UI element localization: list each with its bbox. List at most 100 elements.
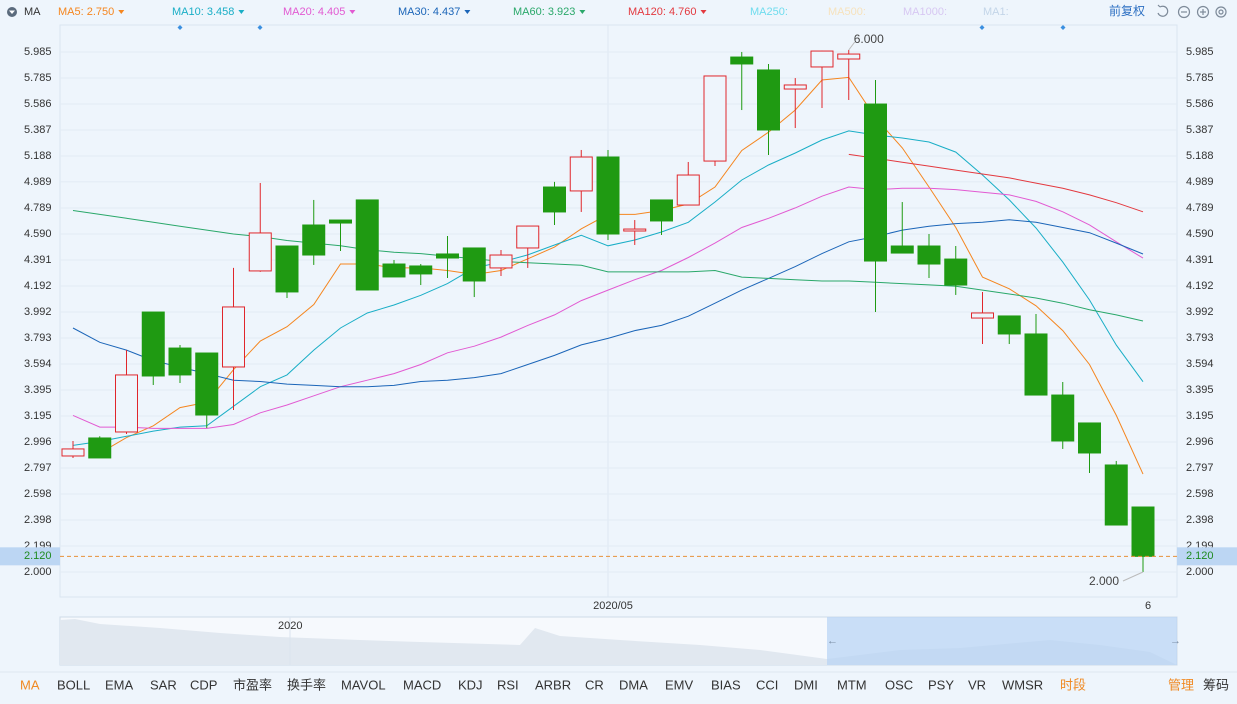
candle-body (650, 199, 673, 222)
zoom-out-icon[interactable] (1177, 5, 1191, 19)
y-tick-label: 5.586 (24, 98, 52, 110)
indicator-tab[interactable]: EMV (665, 677, 694, 692)
settings-icon[interactable] (1215, 6, 1227, 18)
indicator-tab[interactable]: RSI (497, 677, 519, 692)
annotation-leader (848, 41, 856, 51)
legend-entry[interactable]: MA60: 3.923 (513, 6, 575, 18)
legend-arrow (464, 10, 471, 14)
y-tick-label: 4.590 (24, 228, 52, 240)
y-tick-label-right: 2.996 (1186, 436, 1214, 448)
indicator-tab[interactable]: CCI (756, 677, 778, 692)
candle-body (917, 245, 941, 265)
indicator-tab[interactable]: SAR (150, 677, 177, 692)
tool-button[interactable]: 筹码 (1203, 677, 1229, 692)
indicator-tab[interactable]: CDP (190, 677, 217, 692)
ma-line (72, 219, 1144, 388)
price-tag (0, 547, 60, 566)
candle-body (569, 156, 593, 192)
candle-body (757, 69, 780, 131)
navigator-label: 2020 (278, 620, 302, 632)
candle-body (783, 84, 807, 90)
indicator-tab[interactable]: MTM (837, 677, 867, 692)
legend-arrow (700, 10, 707, 14)
indicator-tab[interactable]: OSC (885, 677, 913, 692)
navigator-handle[interactable]: ← (827, 635, 838, 647)
y-tick-label: 3.395 (24, 384, 52, 396)
annotation-label: 2.000 (1089, 574, 1119, 588)
legend-entry[interactable]: MA30: 4.437 (398, 6, 460, 18)
ma-line (99, 76, 1144, 475)
legend-arrow (118, 10, 125, 14)
candle-body (141, 311, 165, 377)
indicator-tab[interactable]: KDJ (458, 677, 483, 692)
price-label: 2.120 (24, 550, 52, 562)
candle-body (302, 224, 326, 256)
indicator-tab[interactable]: VR (968, 677, 986, 692)
indicator-tab[interactable]: 时段 (1060, 677, 1086, 692)
indicator-tab[interactable]: 换手率 (287, 677, 326, 692)
legend-entry[interactable]: MA120: 4.760 (628, 6, 697, 18)
y-tick-label: 2.000 (24, 566, 52, 578)
reset-icon[interactable] (1157, 4, 1169, 17)
indicator-tab[interactable]: PSY (928, 677, 954, 692)
y-tick-label-right: 5.586 (1186, 98, 1214, 110)
y-tick-label-right: 4.989 (1186, 176, 1214, 188)
candle-body (409, 265, 433, 275)
indicator-tab[interactable]: BIAS (711, 677, 741, 692)
price-tag (1177, 547, 1237, 566)
candle-body (275, 245, 299, 293)
y-tick-label: 4.989 (24, 176, 52, 188)
legend-arrow (579, 10, 586, 14)
indicator-tab[interactable]: ARBR (535, 677, 571, 692)
candle-body (837, 53, 861, 60)
candle-body (864, 103, 887, 262)
legend-entry[interactable]: MA5: 2.750 (58, 6, 114, 18)
legend-entry-inactive[interactable]: MA1000: (903, 6, 947, 18)
y-tick-label: 2.996 (24, 436, 52, 448)
indicator-tab[interactable]: MACD (403, 677, 441, 692)
indicator-tab[interactable]: MA (20, 677, 40, 692)
y-tick-label-right: 3.195 (1186, 410, 1214, 422)
candle-body (1131, 506, 1155, 557)
indicator-tab[interactable]: WMSR (1002, 677, 1043, 692)
ma-line (72, 130, 1144, 446)
candle-body (516, 225, 540, 249)
y-tick-label: 3.793 (24, 332, 52, 344)
indicator-tab[interactable]: EMA (105, 677, 134, 692)
legend-entry-inactive[interactable]: MA1: (983, 6, 1009, 18)
navigator-handle[interactable]: → (1170, 635, 1181, 647)
x-tick-label: 6 (1145, 600, 1151, 612)
adjust-button[interactable]: 前复权 (1109, 3, 1145, 18)
y-tick-label-right: 2.398 (1186, 514, 1214, 526)
candle-body (1078, 422, 1101, 454)
legend-entry[interactable]: MA20: 4.405 (283, 6, 345, 18)
candle-body (88, 437, 112, 459)
annotation-leader (1122, 571, 1144, 582)
indicator-tab[interactable]: DMI (794, 677, 818, 692)
price-label-right: 2.120 (1186, 550, 1214, 562)
legend-entry[interactable]: MA10: 3.458 (172, 6, 234, 18)
indicator-tab[interactable]: 市盈率 (233, 677, 272, 692)
navigator-window[interactable] (827, 617, 1177, 665)
legend-arrow (238, 10, 245, 14)
y-tick-label-right: 3.793 (1186, 332, 1214, 344)
y-tick-label-right: 5.985 (1186, 46, 1214, 58)
y-tick-label: 2.598 (24, 488, 52, 500)
y-tick-label: 4.192 (24, 280, 52, 292)
indicator-tab[interactable]: MAVOL (341, 677, 386, 692)
indicator-tab[interactable]: DMA (619, 677, 648, 692)
y-tick-label-right: 3.992 (1186, 306, 1214, 318)
y-tick-label-right: 2.797 (1186, 462, 1214, 474)
zoom-in-icon[interactable] (1196, 5, 1210, 19)
ma-line (848, 153, 1144, 213)
indicator-tab[interactable]: CR (585, 677, 604, 692)
legend-entry-inactive[interactable]: MA500: (828, 6, 866, 18)
candle-body (1024, 333, 1048, 396)
legend-entry-inactive[interactable]: MA250: (750, 6, 788, 18)
candle-body (890, 245, 914, 254)
y-tick-label: 4.391 (24, 254, 52, 266)
candle-body (623, 228, 647, 232)
tool-button[interactable]: 管理 (1168, 677, 1194, 692)
indicator-tab[interactable]: BOLL (57, 677, 90, 692)
